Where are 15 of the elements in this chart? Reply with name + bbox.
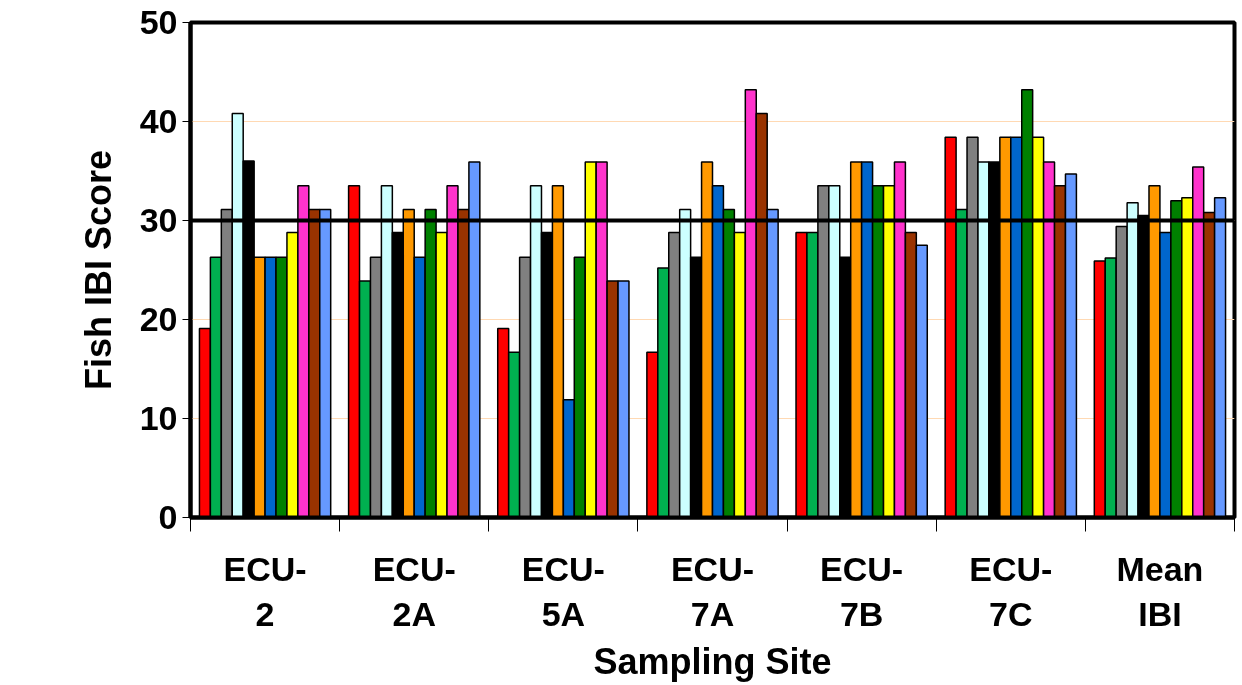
x-tick-label: ECU-2 — [223, 549, 307, 634]
y-tick-label: 10 — [139, 399, 178, 437]
y-tick-label: 0 — [158, 498, 178, 536]
x-tick-label: ECU-2A — [372, 549, 456, 634]
x-tick-label: ECU-5A — [521, 549, 605, 634]
y-tick-label: 40 — [139, 102, 178, 140]
y-tick-label: 30 — [139, 201, 178, 239]
y-axis-title: Fish IBI Score — [77, 149, 119, 391]
x-tick-label: Mean IBI — [1116, 549, 1204, 634]
y-tick-label: 20 — [139, 300, 178, 338]
x-tick-label: ECU-7A — [670, 549, 755, 634]
x-axis-title: Sampling Site — [593, 641, 832, 683]
y-tick-label: 50 — [139, 3, 178, 41]
x-tick-label: ECU-7B — [820, 549, 904, 634]
x-tick-label: ECU-7C — [969, 549, 1053, 634]
